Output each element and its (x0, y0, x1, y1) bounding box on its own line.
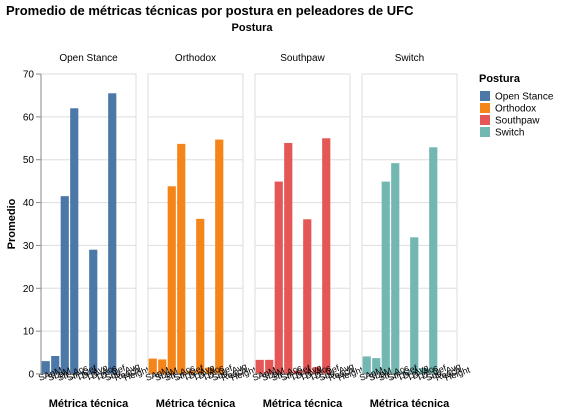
legend-label: Orthodox (495, 104, 536, 115)
facets-group: Open StanceSApMSLpMStr_AccStr_DefTD_AvgT… (37, 53, 472, 410)
facet-header: Southpaw (280, 53, 325, 64)
bar (41, 361, 50, 374)
panel-frame (361, 73, 458, 375)
bar (167, 186, 176, 374)
bar (303, 219, 312, 374)
panel-frame (254, 73, 351, 375)
legend-item: Southpaw (480, 115, 540, 127)
bar (400, 371, 409, 374)
legend: Postura Open StanceOrthodoxSouthpawSwitc… (479, 73, 554, 139)
chart-title: Promedio de métricas técnicas por postur… (6, 3, 414, 18)
bar (391, 163, 400, 374)
bar (372, 358, 381, 374)
bar (158, 359, 167, 374)
y-tick-label: 60 (23, 112, 35, 123)
legend-label: Southpaw (495, 116, 540, 127)
bar (205, 367, 214, 374)
facet-header: Orthodox (175, 53, 216, 64)
facet-panel-switch: SwitchSApMSLpMStr_AccStr_DefTD_AvgTD_Acc… (358, 53, 472, 410)
legend-label: Switch (495, 128, 524, 139)
legend-item: Open Stance (480, 91, 554, 103)
bar (284, 143, 293, 374)
bar (79, 372, 88, 374)
y-tick-label: 0 (28, 370, 34, 381)
panel-frame (147, 73, 244, 375)
bar (148, 358, 157, 374)
legend-label: Open Stance (495, 92, 554, 103)
bar (429, 147, 438, 374)
x-axis-title: Métrica técnica (263, 398, 343, 410)
legend-swatch (480, 115, 490, 125)
bar (381, 181, 390, 374)
y-tick-label: 10 (23, 327, 35, 338)
bar (177, 143, 186, 374)
bar (410, 237, 419, 374)
y-tick-label: 20 (23, 284, 35, 295)
y-tick-label: 70 (23, 70, 35, 81)
bar (108, 93, 117, 375)
y-tick-label: 30 (23, 241, 35, 252)
bar (419, 368, 428, 374)
bar (274, 181, 283, 374)
bar (60, 196, 69, 374)
x-axis-title: Métrica técnica (49, 398, 129, 410)
bar (265, 359, 274, 374)
bar (51, 356, 60, 374)
bar (98, 372, 107, 374)
y-tick-label: 50 (23, 155, 35, 166)
x-axis-title: Métrica técnica (370, 398, 450, 410)
bar (215, 139, 224, 374)
y-axis: 0 10 20 30 40 50 60 70 (23, 70, 42, 381)
bar (322, 138, 331, 374)
bar (312, 367, 321, 374)
x-axis-title: Métrica técnica (156, 398, 236, 410)
y-tick-label: 40 (23, 198, 35, 209)
bar (196, 218, 205, 374)
panel-frame (40, 73, 137, 375)
legend-swatch (480, 127, 490, 137)
column-title: Postura (232, 22, 274, 34)
legend-swatch (480, 103, 490, 113)
facet-header: Open Stance (59, 53, 118, 64)
facet-panel-orthodox: OrthodoxSApMSLpMStr_AccStr_DefTD_AvgTD_A… (144, 53, 258, 410)
bar (255, 359, 264, 374)
legend-title: Postura (479, 73, 521, 85)
bar (186, 370, 195, 374)
facet-panel-southpaw: SouthpawSApMSLpMStr_AccStr_DefTD_AvgTD_A… (251, 53, 365, 410)
bar (70, 108, 79, 375)
legend-item: Switch (480, 127, 524, 139)
legend-swatch (480, 91, 490, 101)
facet-header: Switch (395, 53, 424, 64)
y-axis-title: Promedio (6, 198, 18, 249)
bar (362, 356, 371, 374)
legend-item: Orthodox (480, 103, 536, 115)
bar (89, 249, 98, 374)
facet-panel-open-stance: Open StanceSApMSLpMStr_AccStr_DefTD_AvgT… (37, 53, 151, 410)
bar (293, 370, 302, 374)
